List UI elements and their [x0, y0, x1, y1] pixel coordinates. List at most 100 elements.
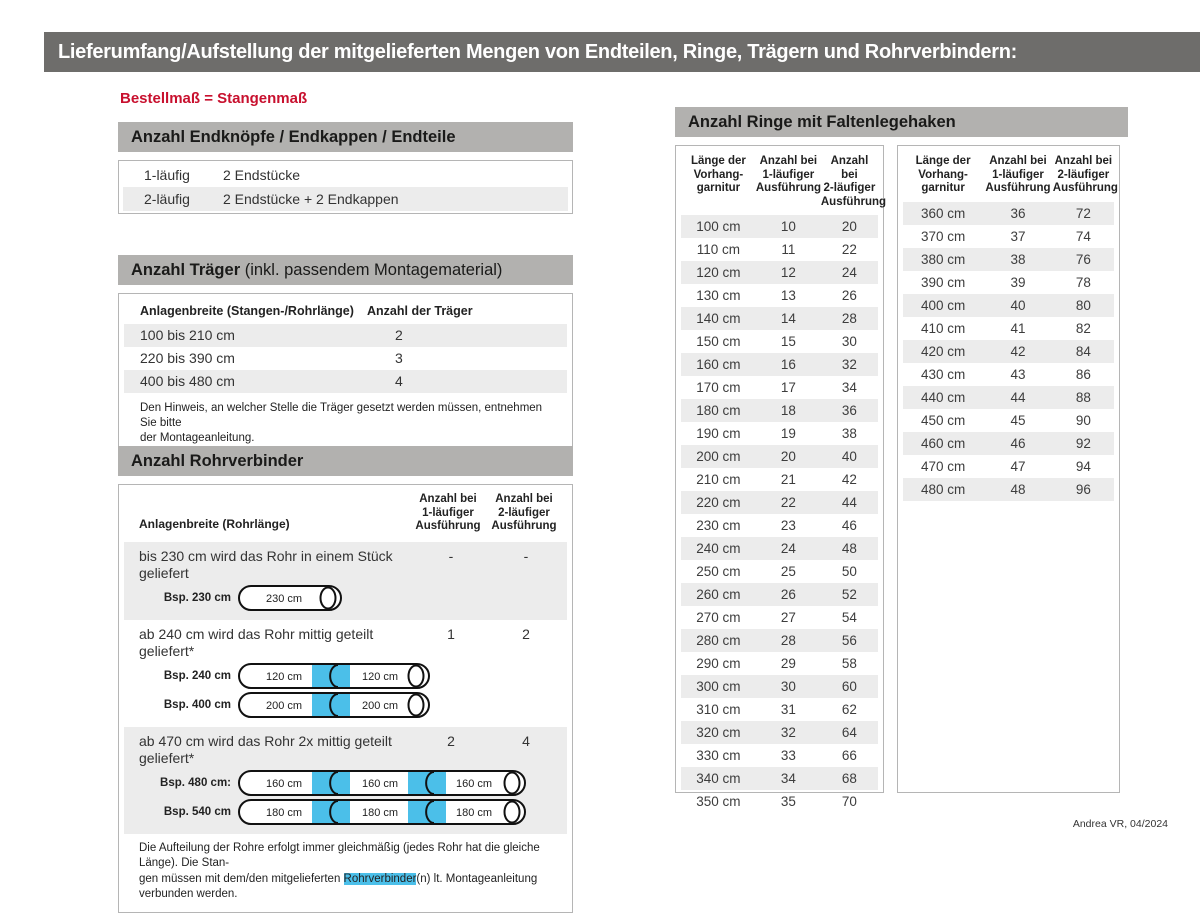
column-header-anzahl-traeger: Anzahl der Träger [367, 304, 473, 318]
segment-label: 120 cm [362, 671, 398, 683]
section-header-ringe: Anzahl Ringe mit Faltenlegehaken [675, 107, 1128, 137]
section-header-rohrverbinder: Anzahl Rohrverbinder [118, 446, 573, 476]
table-row: 130 cm 13 26 [681, 284, 878, 307]
cell-rings-1-laeufig: 36 [1010, 205, 1026, 221]
traeger-table-header: Anlagenbreite (Stangen-/Rohrlänge) Anzah… [119, 299, 572, 324]
ringe-table-right: Länge der Vorhang- garnitur Anzahl bei 1… [897, 145, 1120, 793]
note-highlight-rohrverbinder: Rohrverbinder [343, 872, 417, 885]
rod-end-cap [503, 800, 521, 823]
table-row: 160 cm 16 32 [681, 353, 878, 376]
column-header-laenge: Länge der Vorhang- garnitur [915, 155, 971, 194]
cell-rings-2-laeufig: 86 [1075, 366, 1091, 382]
table-row: 420 cm 42 84 [903, 339, 1114, 363]
document-footer: Andrea VR, 04/2024 [1072, 818, 1168, 830]
table-row: 220 bis 390 cm 3 [124, 347, 567, 370]
cell-length: 280 cm [696, 633, 741, 648]
table-row: 190 cm 19 38 [681, 422, 878, 445]
traeger-table: Anlagenbreite (Stangen-/Rohrlänge) Anzah… [118, 293, 573, 456]
cell-rings-2-laeufig: 84 [1075, 343, 1091, 359]
value-1-laeufig: - [448, 547, 454, 564]
cell-rings-1-laeufig: 20 [780, 449, 796, 464]
table-row: 360 cm 36 72 [903, 201, 1114, 225]
ringe-table-left: Länge der Vorhang- garnitur Anzahl bei 1… [675, 145, 886, 809]
table-row: 260 cm 26 52 [681, 583, 878, 606]
table-row: 350 cm 35 70 [681, 790, 878, 813]
rod-joint [329, 663, 339, 688]
segment-label: 160 cm [266, 778, 302, 790]
cell-rings-2-laeufig: 70 [841, 794, 857, 809]
segment-label: 180 cm [456, 807, 492, 819]
cell-length: 270 cm [696, 610, 741, 625]
table-row: 450 cm 45 90 [903, 409, 1114, 432]
rod-example-label: Bsp. 540 cm [163, 805, 231, 818]
cell-rings-1-laeufig: 12 [780, 265, 796, 280]
cell-rings-2-laeufig: 68 [841, 771, 857, 786]
table-row: 400 bis 480 cm 4 [124, 370, 567, 393]
table-row: 200 cm 20 40 [681, 445, 878, 468]
endteile-rows: 1-läufig 2 Endstücke 2-läufig 2 Endstück… [119, 163, 572, 211]
cell-rings-2-laeufig: 76 [1075, 251, 1091, 267]
cell-rings-2-laeufig: 72 [1075, 205, 1091, 221]
table-row: 470 cm 47 94 [903, 455, 1114, 478]
cell-rings-2-laeufig: 48 [841, 541, 857, 556]
rod-example-line: Bsp. 400 cm 200 cm 200 cm [124, 691, 567, 718]
cell-rings-2-laeufig: 58 [841, 656, 857, 671]
table-row: 140 cm 14 28 [681, 307, 878, 330]
cell-count: 3 [395, 350, 403, 366]
value-2-laeufig: 2 [522, 625, 530, 642]
cell-rings-2-laeufig: 40 [841, 449, 857, 464]
cell-rings-2-laeufig: 66 [841, 748, 857, 763]
traeger-note: Den Hinweis, an welcher Stelle die Träge… [140, 402, 543, 444]
cell-length: 310 cm [696, 702, 741, 717]
cell-length: 210 cm [696, 472, 741, 487]
cell-rings-1-laeufig: 29 [780, 656, 796, 671]
cell-rings-2-laeufig: 56 [841, 633, 857, 648]
cell-rings-1-laeufig: 38 [1010, 251, 1026, 267]
rod-body [239, 770, 525, 795]
cell-rings-2-laeufig: 60 [841, 679, 857, 694]
cell-rings-2-laeufig: 50 [841, 564, 857, 579]
cell-range: 400 bis 480 cm [140, 373, 235, 389]
rohrverbinder-row-470: ab 470 cm wird das Rohr 2x mittig geteil… [124, 726, 567, 834]
cell-rings-2-laeufig: 28 [841, 311, 857, 326]
cell-rings-1-laeufig: 35 [780, 794, 796, 809]
cell-rings-1-laeufig: 39 [1010, 274, 1026, 290]
traeger-rows: 100 bis 210 cm 2 220 bis 390 cm 3 400 bi… [119, 324, 572, 393]
rod-end-cap [319, 586, 337, 609]
cell-rings-1-laeufig: 45 [1010, 412, 1026, 428]
cell-laeufig: 2-läufig [144, 191, 190, 207]
section-header-traeger: Anzahl Träger (inkl. passendem Montagema… [118, 255, 573, 285]
cell-rings-1-laeufig: 43 [1010, 366, 1026, 382]
cell-rings-1-laeufig: 22 [780, 495, 796, 510]
segment-label: 180 cm [362, 807, 398, 819]
value-1-laeufig: 2 [447, 732, 455, 749]
table-row: 460 cm 46 92 [903, 431, 1114, 455]
cell-endteile: 2 Endstücke [223, 167, 301, 183]
cell-rings-2-laeufig: 90 [1075, 412, 1091, 428]
cell-rings-1-laeufig: 24 [780, 541, 796, 556]
cell-range: 220 bis 390 cm [140, 350, 235, 366]
rod-example-label: Bsp. 480 cm: [160, 776, 231, 789]
cell-rings-1-laeufig: 25 [780, 564, 796, 579]
rod-joint [425, 770, 435, 795]
value-2-laeufig: - [523, 547, 529, 564]
rod-example-line: Bsp. 240 cm 120 cm 120 cm [124, 662, 567, 689]
value-2-laeufig: 4 [522, 732, 530, 749]
cell-length: 350 cm [696, 794, 741, 809]
cell-rings-1-laeufig: 46 [1010, 435, 1026, 451]
cell-length: 170 cm [696, 380, 741, 395]
cell-rings-1-laeufig: 31 [780, 702, 796, 717]
table-row: 150 cm 15 30 [681, 330, 878, 353]
cell-length: 220 cm [696, 495, 741, 510]
table-row: 1-läufig 2 Endstücke [123, 163, 568, 187]
cell-rings-2-laeufig: 24 [841, 265, 857, 280]
cell-rings-2-laeufig: 54 [841, 610, 857, 625]
cell-rings-2-laeufig: 38 [841, 426, 857, 441]
rod-outline [238, 691, 430, 718]
table-row: 440 cm 44 88 [903, 385, 1114, 409]
cell-rings-1-laeufig: 11 [781, 242, 796, 257]
column-header-2-laeufig: Anzahl bei 2-läufiger Ausführung [1052, 155, 1118, 194]
table-row: 380 cm 38 76 [903, 247, 1114, 271]
cell-rings-1-laeufig: 44 [1010, 389, 1026, 405]
cell-length: 150 cm [696, 334, 741, 349]
